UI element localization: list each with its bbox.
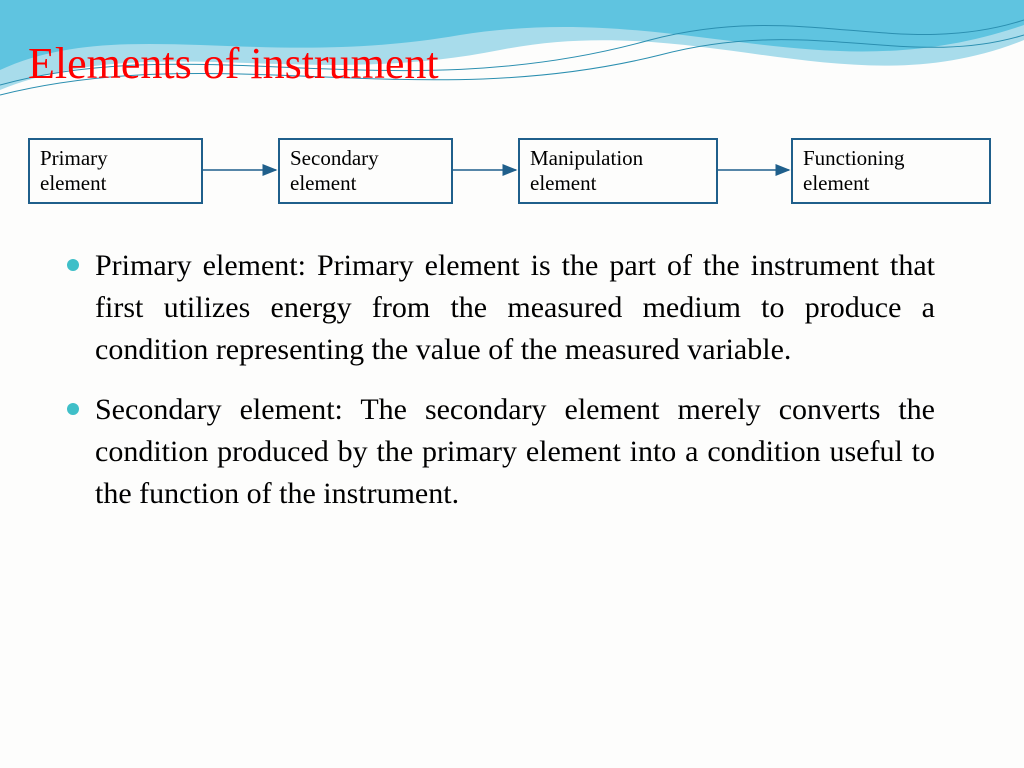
flowchart: PrimaryelementSecondaryelementManipulati… bbox=[28, 138, 996, 202]
body-content: Primary element: Primary element is the … bbox=[95, 245, 935, 533]
bullet-item-0: Primary element: Primary element is the … bbox=[95, 245, 935, 371]
bullet-text: Primary element: Primary element is the … bbox=[95, 249, 935, 366]
flow-arrows bbox=[28, 138, 996, 202]
slide-title: Elements of instrument bbox=[28, 38, 439, 89]
bullet-item-1: Secondary element: The secondary element… bbox=[95, 389, 935, 515]
bullet-dot-icon bbox=[67, 403, 79, 415]
bullet-text: Secondary element: The secondary element… bbox=[95, 393, 935, 510]
bullet-dot-icon bbox=[67, 259, 79, 271]
